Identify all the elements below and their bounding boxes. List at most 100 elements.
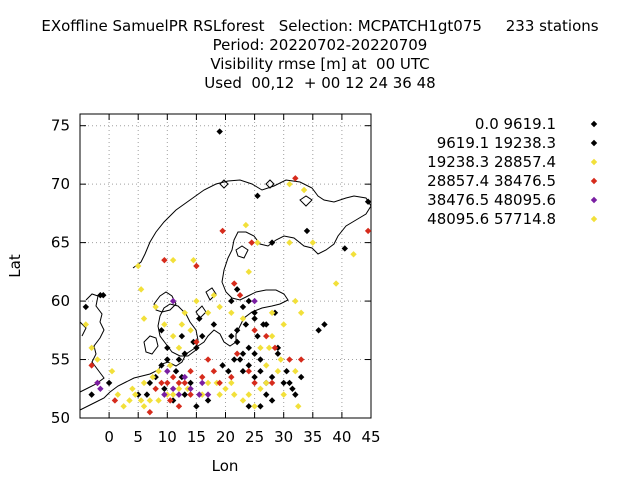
data-point bbox=[193, 297, 200, 305]
data-point bbox=[167, 397, 174, 404]
data-point bbox=[88, 344, 95, 352]
data-point bbox=[254, 239, 261, 246]
data-point bbox=[88, 362, 95, 369]
data-point bbox=[233, 286, 241, 293]
data-point bbox=[251, 327, 258, 334]
data-point bbox=[251, 403, 258, 410]
data-point bbox=[120, 403, 127, 410]
data-point bbox=[210, 292, 218, 299]
x-axis-label: Lon bbox=[212, 457, 239, 475]
data-point bbox=[111, 397, 119, 404]
x-tick-label: 20 bbox=[216, 428, 235, 446]
data-point bbox=[309, 239, 316, 246]
legend-entry-marker bbox=[590, 177, 598, 185]
data-point bbox=[88, 391, 95, 398]
data-point bbox=[263, 379, 270, 387]
data-point bbox=[169, 385, 177, 392]
data-point bbox=[181, 379, 188, 387]
coastline-map bbox=[79, 179, 372, 411]
data-point bbox=[251, 373, 258, 381]
data-point bbox=[199, 379, 206, 387]
data-point bbox=[242, 321, 250, 328]
data-point bbox=[161, 321, 168, 328]
data-point bbox=[236, 356, 244, 363]
legend-entry-marker bbox=[590, 139, 598, 147]
data-point bbox=[175, 379, 183, 387]
data-point bbox=[289, 385, 296, 392]
data-point bbox=[297, 356, 305, 363]
data-point bbox=[228, 379, 235, 387]
data-point bbox=[286, 356, 293, 363]
data-point bbox=[233, 327, 241, 334]
data-point bbox=[169, 256, 177, 264]
y-axis-label: Lat bbox=[6, 254, 24, 278]
data-point bbox=[321, 321, 328, 328]
data-point bbox=[292, 391, 299, 398]
data-point bbox=[228, 332, 235, 340]
data-point bbox=[140, 379, 148, 387]
data-point bbox=[245, 368, 252, 375]
data-point bbox=[245, 391, 252, 398]
data-point bbox=[239, 368, 247, 375]
data-point bbox=[204, 391, 212, 398]
data-point bbox=[196, 391, 203, 398]
data-point bbox=[216, 391, 223, 398]
data-point bbox=[181, 309, 188, 316]
data-point bbox=[164, 344, 171, 352]
data-point bbox=[280, 321, 287, 328]
data-point bbox=[268, 309, 276, 316]
data-point bbox=[97, 385, 104, 392]
data-point bbox=[280, 379, 287, 387]
data-point bbox=[254, 192, 261, 200]
legend-entry-label: 0.0 9619.1 bbox=[475, 115, 556, 133]
data-point bbox=[152, 385, 159, 392]
data-point bbox=[193, 338, 200, 346]
data-point bbox=[100, 292, 107, 299]
data-point bbox=[178, 332, 186, 340]
data-point bbox=[303, 227, 311, 235]
data-point bbox=[268, 332, 276, 340]
data-point bbox=[82, 303, 90, 311]
data-point bbox=[251, 350, 258, 357]
legend-entry-marker bbox=[590, 120, 598, 128]
x-tick-label: 35 bbox=[303, 428, 322, 446]
data-point bbox=[167, 362, 174, 369]
data-point bbox=[286, 239, 293, 246]
data-point bbox=[210, 368, 218, 375]
data-point bbox=[263, 332, 270, 340]
data-points bbox=[82, 128, 372, 416]
data-point bbox=[248, 239, 255, 246]
data-point bbox=[274, 350, 282, 357]
data-point bbox=[204, 356, 212, 363]
data-point bbox=[251, 315, 258, 322]
data-point bbox=[219, 362, 226, 369]
x-tick-label: 30 bbox=[274, 428, 293, 446]
data-point bbox=[149, 373, 156, 381]
legend-entry-marker bbox=[590, 196, 598, 204]
data-point bbox=[187, 385, 194, 392]
data-point bbox=[164, 379, 171, 387]
data-point bbox=[161, 256, 168, 264]
data-point bbox=[245, 297, 252, 305]
legend-entry-label: 9619.1 19238.3 bbox=[437, 134, 556, 152]
data-point bbox=[175, 391, 183, 398]
y-tick-label: 55 bbox=[51, 351, 70, 369]
data-point bbox=[239, 350, 247, 357]
data-point bbox=[187, 327, 194, 334]
data-point bbox=[228, 297, 235, 305]
data-point bbox=[263, 391, 270, 398]
data-point bbox=[286, 180, 293, 188]
data-point bbox=[175, 403, 183, 410]
data-point bbox=[300, 186, 308, 194]
data-point bbox=[239, 303, 247, 311]
data-point bbox=[164, 356, 171, 363]
data-point bbox=[155, 397, 162, 404]
y-tick-label: 75 bbox=[51, 117, 70, 135]
data-point bbox=[231, 391, 238, 398]
data-point bbox=[295, 403, 302, 410]
data-point bbox=[169, 373, 177, 381]
data-point bbox=[350, 251, 357, 258]
chart-title-line-4: Used 00,12 + 00 12 24 36 48 bbox=[204, 74, 436, 92]
data-point bbox=[228, 309, 235, 316]
